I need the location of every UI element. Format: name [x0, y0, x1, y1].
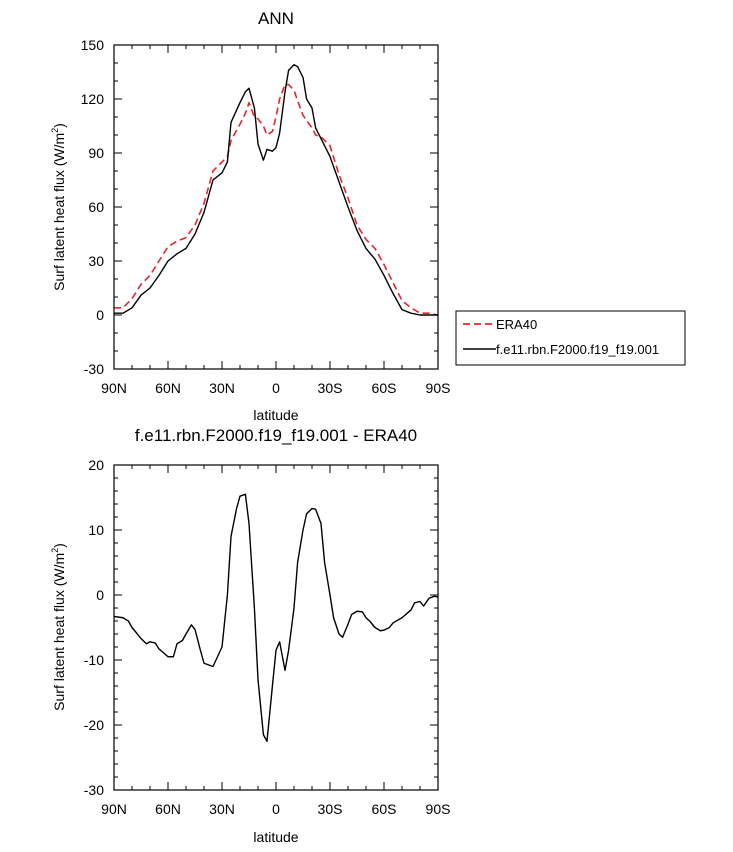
bottom-ytick-label: 0	[96, 587, 104, 603]
bottom-ytick-label: -10	[84, 652, 104, 668]
bottom-plot-title: f.e11.rbn.F2000.f19_f19.001 - ERA40	[135, 426, 417, 445]
bottom-xtick-label: 30N	[209, 801, 235, 817]
top-plot-xlabel: latitude	[253, 407, 298, 423]
top-plot-lines	[114, 64, 439, 316]
top-xtick-label: 30N	[209, 380, 235, 396]
top-series-line-0	[114, 83, 439, 316]
bottom-xtick-label: 30S	[318, 801, 343, 817]
legend-label-era40: ERA40	[496, 317, 537, 332]
top-series-line-1	[114, 64, 438, 316]
top-xtick-label: 90S	[426, 380, 451, 396]
bottom-plot-ylabel: Surf latent heat flux (W/m2)	[50, 543, 67, 711]
top-xtick-label: 90N	[101, 380, 127, 396]
bottom-plot: f.e11.rbn.F2000.f19_f19.001 - ERA40 90N 6…	[50, 426, 450, 845]
bottom-plot-xlabel: latitude	[253, 829, 298, 845]
top-ytick-label: 60	[88, 199, 104, 215]
top-plot-title: ANN	[258, 9, 294, 28]
legend: ERA40 f.e11.rbn.F2000.f19_f19.001	[455, 310, 686, 366]
bottom-plot-lines	[113, 493, 439, 742]
top-plot-ticks: 90N 60N 30N 0 30S 60S 90S -30 0 30 60 90 120 150	[81, 37, 451, 396]
bottom-xtick-label: 60N	[155, 801, 181, 817]
top-ytick-label: 30	[88, 253, 104, 269]
legend-label-model: f.e11.rbn.F2000.f19_f19.001	[496, 342, 659, 357]
bottom-ytick-label: 20	[88, 457, 104, 473]
top-plot-frame	[113, 44, 439, 370]
top-xtick-label: 60S	[372, 380, 397, 396]
bottom-xtick-label: 0	[272, 801, 280, 817]
bottom-ytick-label: 10	[88, 522, 104, 538]
bottom-ytick-label: -30	[84, 782, 104, 798]
top-ytick-label: 120	[81, 91, 105, 107]
bottom-ytick-label: -20	[84, 717, 104, 733]
top-xtick-label: 30S	[318, 380, 343, 396]
top-ytick-label: 90	[88, 145, 104, 161]
bottom-series-line-0	[113, 493, 439, 742]
top-ytick-label: -30	[84, 361, 104, 377]
bottom-plot-ticks: 90N 60N 30N 0 30S 60S 90S -30 -20 -10 0 10 20	[84, 457, 451, 817]
top-ytick-label: 150	[81, 37, 105, 53]
top-xtick-label: 0	[272, 380, 280, 396]
top-xtick-label: 60N	[155, 380, 181, 396]
bottom-xtick-label: 90S	[426, 801, 451, 817]
bottom-xtick-label: 60S	[372, 801, 397, 817]
top-plot-ylabel: Surf latent heat flux (W/m2)	[50, 123, 67, 291]
bottom-xtick-label: 90N	[101, 801, 127, 817]
top-plot: ANN 90N 60N 30N 0 30S 60S 90S-300306090120150 …	[50, 9, 450, 423]
legend-box	[455, 310, 686, 366]
top-ytick-label: 0	[96, 307, 104, 323]
